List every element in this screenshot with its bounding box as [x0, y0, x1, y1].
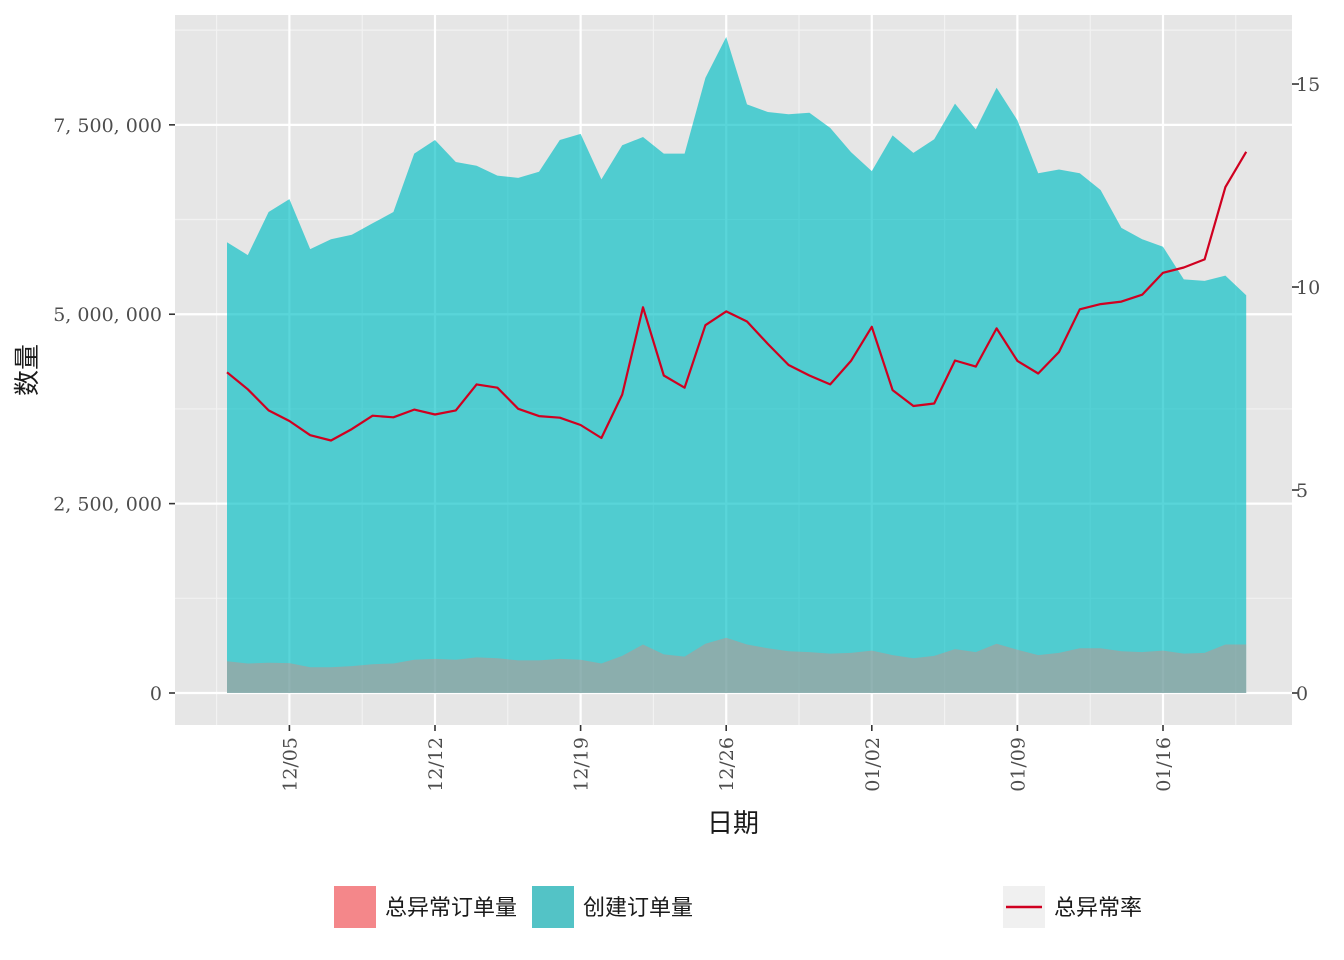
y-tick-label-right: 0	[1296, 683, 1308, 705]
y-tick-label-left: 0	[150, 683, 162, 705]
x-tick-label: 01/02	[862, 737, 884, 792]
y-tick-label-right: 10	[1296, 277, 1320, 299]
line-abnormal-rate	[226, 151, 1248, 442]
area-abnormal-orders	[227, 637, 1247, 693]
legend-key-created-orders	[532, 886, 574, 928]
y-tick-label-left: 2, 500, 000	[53, 494, 162, 516]
legend-key-abnormal-orders	[334, 886, 376, 928]
x-tick-label: 12/19	[571, 737, 593, 792]
legend-label-abnormal-rate: 总异常率	[1054, 896, 1142, 921]
x-axis: 12/05 12/12 12/19 12/26 01/02 01/09 01/16	[279, 725, 1175, 792]
y-tick-label-left: 5, 000, 000	[53, 304, 162, 326]
legend-label-abnormal-orders: 总异常订单量	[385, 896, 517, 921]
legend-label-created-orders: 创建订单量	[583, 896, 693, 921]
area-created-orders	[227, 37, 1247, 693]
x-axis-title: 日期	[707, 809, 759, 839]
area-series	[227, 37, 1247, 693]
x-tick-label: 01/09	[1007, 737, 1029, 792]
y-tick-label-right: 5	[1296, 480, 1308, 502]
x-tick-label: 01/16	[1153, 737, 1175, 792]
x-tick-label: 12/05	[279, 737, 301, 792]
y-axis-right: 0 5 10 15	[1292, 74, 1320, 705]
y-axis-left: 0 2, 500, 000 5, 000, 000 7, 500, 000	[53, 115, 175, 705]
line-series	[226, 151, 1248, 442]
x-tick-label: 12/26	[716, 737, 738, 792]
x-tick-label: 12/12	[425, 737, 447, 792]
legend: 总异常订单量 创建订单量 总异常率	[334, 886, 1142, 928]
y-tick-label-left: 7, 500, 000	[53, 115, 162, 137]
y-tick-label-right: 15	[1296, 74, 1320, 96]
y-axis-title: 数量	[13, 344, 43, 396]
